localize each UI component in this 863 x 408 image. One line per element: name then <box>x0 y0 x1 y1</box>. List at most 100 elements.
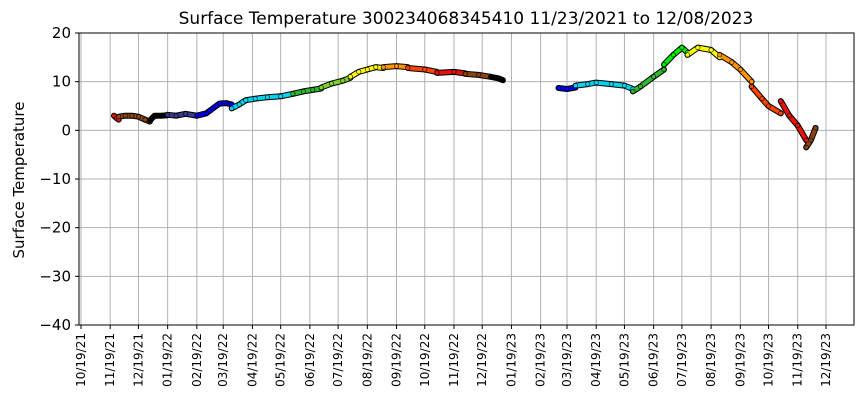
x-tick-label: 05/19/22 <box>274 333 288 387</box>
data-point <box>364 67 370 73</box>
y-tick-label: 10 <box>52 73 71 91</box>
series-segment <box>717 52 754 84</box>
y-tick-label: 0 <box>61 121 71 139</box>
x-tick-label: 12/19/22 <box>475 333 489 387</box>
data-point <box>564 86 570 92</box>
y-tick-label: −40 <box>39 316 71 334</box>
x-tick-label: 08/19/23 <box>704 333 718 387</box>
data-point <box>813 125 819 131</box>
data-point <box>651 74 657 80</box>
data-point <box>495 75 501 81</box>
y-tick-label: −20 <box>39 219 71 237</box>
data-point <box>630 88 636 94</box>
data-point <box>637 84 643 90</box>
data-point <box>729 59 735 65</box>
data-point <box>555 85 561 91</box>
y-tick-label: −10 <box>39 170 71 188</box>
data-point <box>147 118 153 124</box>
data-point <box>593 80 599 86</box>
x-tick-label: 10/19/21 <box>74 333 88 387</box>
data-point <box>290 91 296 97</box>
x-tick-label: 02/19/22 <box>190 333 204 387</box>
data-series <box>111 44 819 151</box>
series-segment <box>435 69 468 76</box>
data-point <box>264 94 270 100</box>
data-point <box>451 69 457 75</box>
data-point <box>393 63 399 69</box>
data-point <box>122 113 128 119</box>
x-tick-label: 03/19/22 <box>216 333 230 387</box>
x-tick-label: 03/19/23 <box>560 333 574 387</box>
data-point <box>488 74 494 80</box>
data-point <box>252 96 258 102</box>
data-point <box>173 113 179 119</box>
series-segment <box>685 45 722 60</box>
data-point <box>695 45 701 51</box>
data-point <box>158 113 164 119</box>
data-point <box>670 52 676 58</box>
x-tick-label: 10/19/22 <box>418 333 432 387</box>
data-point <box>373 64 379 70</box>
data-point <box>236 102 242 108</box>
grid-lines <box>79 32 854 326</box>
data-point <box>310 87 316 93</box>
x-tick-label: 04/19/22 <box>245 333 259 387</box>
data-point <box>152 113 158 119</box>
data-point <box>621 83 627 89</box>
data-point <box>717 52 723 58</box>
x-tick-label: 12/19/21 <box>131 333 145 387</box>
y-axis-label: Surface Temperature <box>10 102 28 259</box>
series-segment <box>319 75 353 90</box>
data-point <box>434 70 440 76</box>
data-point <box>229 105 235 111</box>
data-point <box>786 113 792 119</box>
x-tick-label: 10/19/23 <box>762 333 776 387</box>
data-point <box>203 110 209 116</box>
data-point <box>194 113 200 119</box>
data-point <box>318 85 324 91</box>
x-tick-label: 11/19/23 <box>791 333 805 387</box>
data-point <box>737 67 743 73</box>
series-segment <box>749 84 783 116</box>
data-point <box>116 114 122 120</box>
data-point <box>500 77 506 83</box>
data-point <box>356 69 362 75</box>
data-point <box>405 65 411 71</box>
x-tick-label: 11/19/21 <box>103 333 117 387</box>
data-point <box>422 67 428 73</box>
data-point <box>778 98 784 104</box>
x-tick-label: 02/19/23 <box>534 333 548 387</box>
data-point <box>462 71 468 77</box>
x-tick-label: 05/19/23 <box>617 333 631 387</box>
series-segment <box>778 99 809 143</box>
data-point <box>708 47 714 53</box>
data-point <box>210 105 216 111</box>
series-segment <box>630 67 666 94</box>
y-tick-label: 20 <box>52 24 71 42</box>
chart-title: Surface Temperature 300234068345410 11/2… <box>179 9 754 29</box>
data-point <box>661 67 667 73</box>
data-point <box>380 64 386 70</box>
data-point <box>765 103 771 109</box>
data-point <box>347 74 353 80</box>
x-tick-label: 09/19/22 <box>390 333 404 387</box>
data-point <box>136 114 142 120</box>
x-tick-label: 11/19/22 <box>447 333 461 387</box>
data-point <box>223 100 229 106</box>
data-point <box>585 81 591 87</box>
data-point <box>243 97 249 103</box>
data-point <box>300 88 306 94</box>
plot-frame <box>78 32 855 326</box>
data-point <box>661 62 667 68</box>
x-tick-label: 07/19/22 <box>331 333 345 387</box>
x-tick-label: 08/19/22 <box>360 333 374 387</box>
data-point <box>475 72 481 78</box>
x-tick-label: 01/19/23 <box>504 333 518 387</box>
x-tick-label: 06/19/22 <box>303 333 317 387</box>
data-point <box>183 111 189 117</box>
axes: −40 −30 −20 −10 0 10 20 10/19/21 11/19/21 12/19/2… <box>39 24 833 387</box>
x-tick-label: 04/19/23 <box>589 333 603 387</box>
series-segment <box>165 111 199 118</box>
data-point <box>749 79 755 85</box>
